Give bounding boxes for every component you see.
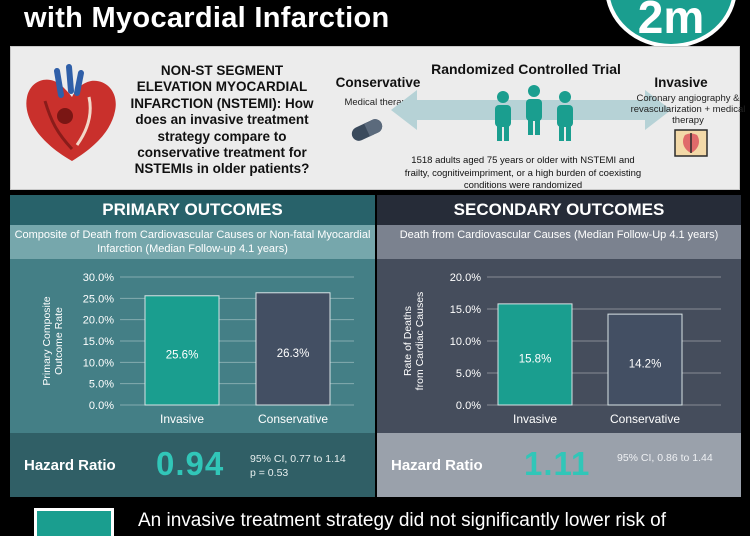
- primary-heading: PRIMARY OUTCOMES: [10, 195, 375, 225]
- secondary-subtitle: Death from Cardiovascular Causes (Median…: [377, 225, 741, 259]
- y-tick-label: 25.0%: [83, 293, 114, 305]
- primary-chart-area: 0.0% 5.0% 10.0% 15.0% 20.0% 25.0% 30.0% Primary…: [10, 259, 375, 433]
- primary-outcomes-panel: PRIMARY OUTCOMES Composite of Death from…: [10, 195, 375, 497]
- y-axis-label: Rate of Deathsfrom Cardiac Causes: [402, 292, 426, 391]
- invasive-subtitle: Coronary angiography & revascularization…: [630, 93, 746, 126]
- hazard-ratio-label: Hazard Ratio: [391, 457, 483, 474]
- conservative-subtitle: Medical therapy: [344, 97, 412, 108]
- bar-invasive: [497, 303, 573, 406]
- conclusion-icon: [34, 508, 114, 536]
- rct-title: Randomized Controlled Trial: [431, 61, 621, 77]
- y-tick-label: 5.0%: [89, 379, 114, 391]
- catheter-icon: [674, 129, 708, 157]
- primary-chart: 0.0% 5.0% 10.0% 15.0% 20.0% 25.0% 30.0% Primary…: [41, 272, 354, 426]
- y-tick-label: 0.0%: [89, 400, 114, 412]
- conclusion-text: An invasive treatment strategy did not s…: [138, 510, 667, 531]
- study-intro: NON-ST SEGMENT ELEVATION MYOCARDIAL INFA…: [10, 46, 745, 191]
- data-label: 15.8%: [519, 353, 552, 365]
- title-bar: with Myocardial Infarction 2m: [0, 0, 750, 48]
- research-question: NON-ST SEGMENT ELEVATION MYOCARDIAL INFA…: [130, 63, 314, 177]
- confidence-interval: 95% CI, 0.77 to 1.14 p = 0.53: [250, 452, 346, 480]
- page-title: with Myocardial Infarction: [24, 2, 390, 34]
- y-axis-label-line: Rate of Deaths: [402, 306, 414, 376]
- x-category-label: Invasive: [513, 412, 557, 426]
- y-axis-label-line: Outcome Rate: [53, 307, 65, 375]
- y-tick-label: 5.0%: [456, 368, 481, 380]
- bar-invasive: [144, 295, 220, 406]
- y-tick-label: 15.0%: [83, 336, 114, 348]
- y-tick-label: 10.0%: [83, 357, 114, 369]
- people-icon: [495, 85, 573, 141]
- confidence-interval: 95% CI, 0.86 to 1.44: [617, 451, 713, 465]
- secondary-heading: SECONDARY OUTCOMES: [377, 195, 741, 225]
- y-tick-label: 20.0%: [83, 315, 114, 327]
- conclusion-bar: An invasive treatment strategy did not s…: [0, 502, 750, 536]
- hazard-ratio-label: Hazard Ratio: [24, 457, 116, 474]
- ci-text: 95% CI, 0.77 to 1.14: [250, 453, 346, 465]
- secondary-outcomes-panel: SECONDARY OUTCOMES Death from Cardiovasc…: [377, 195, 741, 497]
- secondary-chart-area: 0.0% 5.0% 10.0% 15.0% 20.0% Rate of Deathsfro…: [377, 259, 741, 433]
- invasive-title: Invasive: [654, 75, 708, 90]
- data-label: 25.6%: [166, 349, 199, 361]
- y-tick-label: 20.0%: [450, 272, 481, 284]
- ci-text: 95% CI, 0.86 to 1.44: [617, 452, 713, 464]
- heart-icon: [26, 64, 116, 161]
- y-tick-label: 0.0%: [456, 400, 481, 412]
- y-tick-label: 10.0%: [450, 336, 481, 348]
- y-axis-label-line: Primary Composite: [41, 296, 53, 385]
- logo-badge: 2m: [605, 0, 737, 48]
- pill-icon: [351, 119, 383, 141]
- conservative-title: Conservative: [335, 75, 421, 90]
- x-category-label: Conservative: [258, 412, 328, 426]
- logo-text: 2m: [637, 0, 705, 43]
- y-axis-label: Primary CompositeOutcome Rate: [41, 296, 65, 385]
- secondary-chart: 0.0% 5.0% 10.0% 15.0% 20.0% Rate of Deathsfro…: [402, 272, 721, 426]
- bar-conservative: [255, 292, 331, 406]
- x-category-label: Conservative: [610, 412, 680, 426]
- y-axis-label-line: from Cardiac Causes: [414, 292, 426, 391]
- hazard-ratio-value: 0.94: [156, 445, 225, 482]
- bar-conservative: [607, 313, 683, 406]
- data-label: 14.2%: [629, 359, 662, 371]
- data-label: 26.3%: [277, 348, 310, 360]
- rct-description: 1518 adults aged 75 years or older with …: [404, 155, 642, 191]
- y-tick-label: 15.0%: [450, 304, 481, 316]
- primary-hazard-ratio-bar: Hazard Ratio 0.94 95% CI, 0.77 to 1.14 p…: [10, 433, 375, 497]
- x-category-label: Invasive: [160, 412, 204, 426]
- y-tick-label: 30.0%: [83, 272, 114, 284]
- hazard-ratio-value: 1.11: [524, 445, 591, 482]
- primary-subtitle: Composite of Death from Cardiovascular C…: [10, 225, 375, 259]
- p-value: p = 0.53: [250, 467, 289, 479]
- secondary-hazard-ratio-bar: Hazard Ratio 1.11 95% CI, 0.86 to 1.44: [377, 433, 741, 497]
